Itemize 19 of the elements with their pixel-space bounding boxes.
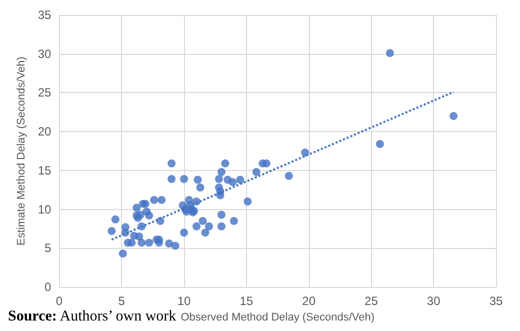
y-axis-title: Estimate Method Delay (Seconds/Veh) <box>16 56 28 246</box>
y-tick-label: 15 <box>38 163 52 178</box>
x-tick-label: 20 <box>302 294 316 308</box>
x-tick-label: 0 <box>56 294 63 308</box>
y-tick-label: 35 <box>38 8 52 22</box>
y-tick-label: 5 <box>44 241 52 256</box>
x-tick-label: 5 <box>118 294 126 308</box>
x-tick-label: 35 <box>489 294 503 308</box>
x-tick-label: 15 <box>240 294 254 308</box>
x-tick-label: 30 <box>426 294 441 308</box>
y-tick-label: 30 <box>38 46 52 61</box>
y-tick-label: 0 <box>44 280 52 294</box>
y-tick-label: 25 <box>38 86 52 100</box>
y-tick-label: 10 <box>38 202 52 216</box>
source-note: Source: Authors’ own work <box>8 308 177 324</box>
x-tick-label: 10 <box>177 294 192 308</box>
x-axis-title: Observed Method Delay (Seconds/Veh) <box>180 311 375 324</box>
x-tick-label: 25 <box>364 294 378 308</box>
y-tick-label: 20 <box>38 124 52 139</box>
